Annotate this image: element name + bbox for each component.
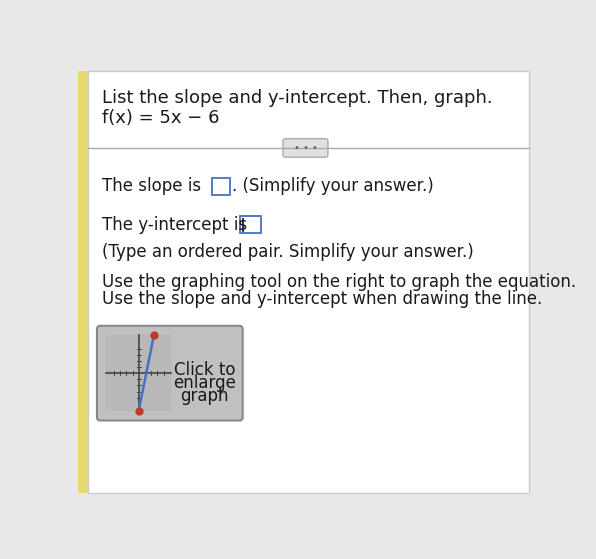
Bar [106,335,172,411]
FancyBboxPatch shape [283,139,328,157]
Text: List the slope and y-intercept. Then, graph.: List the slope and y-intercept. Then, gr… [102,89,492,107]
Text: . (Simplify your answer.): . (Simplify your answer.) [232,177,433,196]
Text: enlarge: enlarge [173,374,236,392]
Bar [240,216,261,234]
Text: Click to: Click to [174,361,235,379]
Bar [212,178,229,195]
Text: f(x) = 5x − 6: f(x) = 5x − 6 [102,110,219,127]
Text: The slope is: The slope is [102,177,201,196]
FancyBboxPatch shape [97,326,243,420]
Text: graph: graph [181,387,229,405]
Text: (Type an ordered pair. Simplify your answer.): (Type an ordered pair. Simplify your ans… [102,243,473,260]
Text: Use the slope and y-intercept when drawing the line.: Use the slope and y-intercept when drawi… [102,290,542,309]
Bar [79,71,88,493]
Text: The y-intercept is: The y-intercept is [102,216,247,234]
Text: • • •: • • • [293,143,318,153]
Text: Use the graphing tool on the right to graph the equation.: Use the graphing tool on the right to gr… [102,273,576,291]
